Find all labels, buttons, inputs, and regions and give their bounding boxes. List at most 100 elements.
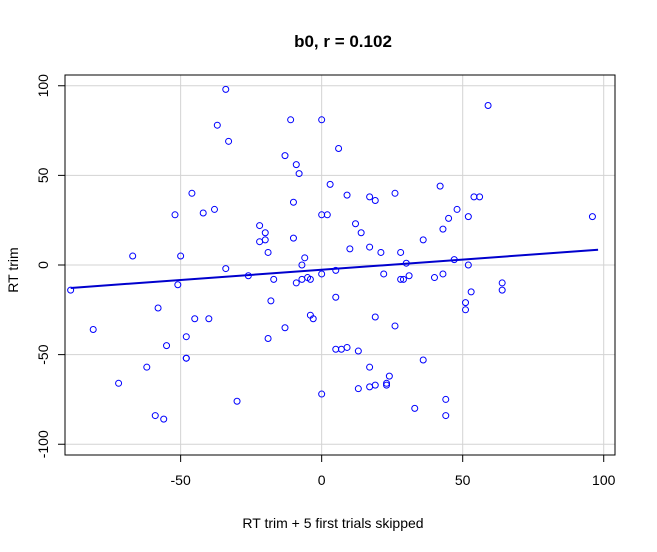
data-point [129, 252, 137, 260]
data-point [366, 193, 374, 201]
y-tick-label: 50 [35, 167, 51, 183]
data-point [264, 334, 272, 342]
data-point [89, 326, 97, 334]
data-point [337, 345, 345, 353]
data-point [346, 245, 354, 253]
data-point [354, 385, 362, 393]
data-point [210, 205, 218, 213]
data-point [309, 315, 317, 323]
data-point [298, 261, 306, 269]
data-point [289, 198, 297, 206]
y-tick-label: 100 [35, 74, 51, 98]
data-point [318, 390, 326, 398]
y-tick-label: 0 [35, 261, 51, 269]
data-point [399, 275, 407, 283]
data-point [292, 279, 300, 287]
data-point [332, 293, 340, 301]
grid [65, 75, 615, 455]
data-point [154, 304, 162, 312]
data-point [442, 412, 450, 420]
data-point [177, 252, 185, 260]
data-point [335, 144, 343, 152]
y-tick-label: -50 [35, 344, 51, 364]
axes: -50 0 50 100 -100 -50 0 50 100 [35, 74, 616, 488]
data-point [366, 243, 374, 251]
data-point [222, 85, 230, 93]
data-point [419, 356, 427, 364]
data-point [174, 281, 182, 289]
data-point [225, 137, 233, 145]
data-point [462, 306, 470, 314]
data-point [462, 299, 470, 307]
data-point [318, 116, 326, 124]
data-point [191, 315, 199, 323]
data-point [498, 279, 506, 287]
data-point [352, 220, 360, 228]
data-point [222, 265, 230, 273]
data-point [295, 170, 303, 178]
data-point [366, 383, 374, 391]
data-point [588, 213, 596, 221]
data-point [292, 161, 300, 169]
data-point [442, 395, 450, 403]
data-point [261, 236, 269, 244]
data-point [115, 379, 123, 387]
data-point [304, 274, 312, 282]
data-point [366, 363, 374, 371]
data-point [391, 189, 399, 197]
data-point [233, 397, 241, 405]
data-point [450, 256, 458, 264]
data-point [464, 261, 472, 269]
x-tick-label: -50 [171, 472, 191, 488]
data-point [264, 248, 272, 256]
data-point [445, 214, 453, 222]
data-point [326, 180, 334, 188]
data-point [270, 275, 278, 283]
data-point [160, 415, 168, 423]
data-points [67, 85, 596, 423]
data-point [397, 275, 405, 283]
data-point [261, 229, 269, 237]
data-point [323, 211, 331, 219]
data-point [151, 412, 159, 420]
data-point [484, 101, 492, 109]
regression-line [70, 248, 599, 289]
data-point [354, 347, 362, 355]
data-point [267, 297, 275, 305]
data-point [411, 404, 419, 412]
data-point [397, 248, 405, 256]
data-point [385, 372, 393, 380]
data-point [476, 193, 484, 201]
data-point [439, 270, 447, 278]
data-point [163, 342, 171, 350]
data-point [256, 222, 264, 230]
data-point [289, 234, 297, 242]
data-point [343, 343, 351, 351]
data-point [287, 116, 295, 124]
data-point [371, 313, 379, 321]
x-axis-label: RT trim + 5 first trials skipped [242, 515, 423, 531]
data-point [464, 213, 472, 221]
data-point [430, 274, 438, 282]
data-point [188, 189, 196, 197]
data-point [405, 272, 413, 280]
data-point [383, 381, 391, 389]
data-point [343, 191, 351, 199]
data-point [439, 225, 447, 233]
data-point [402, 259, 410, 267]
y-axis-label: RT trim [5, 247, 21, 292]
data-point [470, 193, 478, 201]
y-tick-label: -100 [35, 430, 51, 458]
data-point [244, 272, 252, 280]
chart-title: b0, r = 0.102 [294, 32, 392, 51]
data-point [453, 205, 461, 213]
data-point [301, 254, 309, 262]
x-tick-label: 0 [318, 472, 326, 488]
data-point [371, 196, 379, 204]
data-point [332, 266, 340, 274]
data-point [281, 324, 289, 332]
data-point [391, 322, 399, 330]
data-point [205, 315, 213, 323]
data-point [199, 209, 207, 217]
data-point [419, 236, 427, 244]
